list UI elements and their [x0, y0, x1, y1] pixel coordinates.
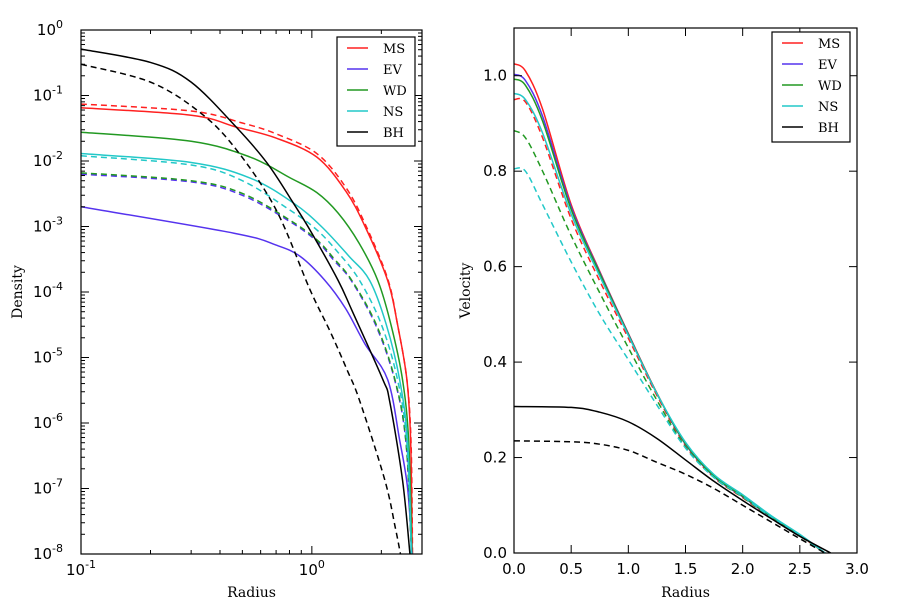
series-line-bh	[81, 48, 411, 554]
legend-label-wd: WD	[818, 79, 842, 94]
y-tick-label: 0.2	[483, 449, 507, 467]
ticks	[80, 29, 423, 555]
legend: MS EV WD NS BH	[336, 36, 416, 147]
velocity-panel: 0.0 0.5 1.0 1.5 2.0 2.5 3.0 0.0 0.2 0.4 0.6 0.8 1.0 R…	[458, 27, 869, 601]
x-tick-label: 0.0	[502, 560, 526, 578]
tick-base: 10	[37, 21, 56, 39]
series-line-dashed-6	[514, 167, 826, 553]
legend-label-ns: NS	[818, 100, 838, 115]
x-tick-label: 1.0	[616, 560, 640, 578]
tick-base: 10	[33, 349, 52, 367]
y-tick-label: 0.4	[483, 353, 507, 371]
x-tick-label: 10-1	[66, 558, 96, 579]
tick-base: 10	[33, 218, 52, 236]
x-axis-label: Radius	[227, 585, 276, 601]
series-line-dashed-9	[81, 63, 402, 554]
tick-base: 10	[33, 480, 52, 498]
series-group	[514, 63, 832, 553]
series-line-dashed-1	[81, 103, 414, 554]
legend-label-wd: WD	[383, 84, 407, 99]
series-line-ns	[514, 92, 826, 553]
y-tick-label: 10-7	[33, 477, 63, 498]
legend-box	[336, 36, 416, 147]
x-tick-label: 100	[299, 558, 325, 579]
y-tick-label: 0.0	[483, 544, 507, 562]
series-line-wd	[81, 131, 413, 554]
legend-label-ns: NS	[383, 105, 403, 120]
tick-base: 10	[33, 87, 52, 105]
tick-exponent: -1	[85, 558, 96, 571]
tick-base: 10	[33, 545, 52, 563]
tick-base: 10	[33, 414, 52, 432]
x-tick-label: 1.5	[674, 560, 698, 578]
x-tick-label: 2.5	[788, 560, 812, 578]
y-axis-label: Density	[10, 265, 26, 319]
tick-exponent: -6	[52, 411, 63, 424]
x-tick-label: 3.0	[845, 560, 869, 578]
legend-label-ms: MS	[383, 42, 405, 57]
legend-label-ms: MS	[818, 37, 840, 52]
tick-base: 10	[66, 561, 85, 579]
y-tick-label: 10-3	[33, 215, 63, 236]
series-line-ns	[81, 152, 413, 554]
series-line-dashed-7	[81, 155, 413, 554]
y-tick-label: 10-5	[33, 346, 63, 367]
x-tick-label: 0.5	[559, 560, 583, 578]
tick-exponent: -5	[52, 346, 63, 359]
tick-base: 10	[33, 152, 52, 170]
legend-label-ev: EV	[383, 63, 402, 78]
y-tick-label: 10-6	[33, 411, 63, 432]
tick-exponent: -4	[52, 280, 63, 293]
series-line-ev	[81, 206, 413, 554]
y-axis-label: Velocity	[458, 262, 474, 319]
y-tick-label: 10-1	[33, 84, 63, 105]
x-tick-label: 2.0	[731, 560, 755, 578]
series-line-dashed-8	[514, 440, 826, 553]
legend-label-ev: EV	[818, 58, 837, 73]
legend-label-bh: BH	[383, 126, 404, 141]
y-tick-label: 0.6	[483, 258, 507, 276]
y-tick-label: 10-4	[33, 280, 63, 301]
series-group	[81, 48, 414, 554]
density-panel: 10-1 10010010-110-210-310-410-510-610-710…	[10, 18, 423, 601]
ticks	[513, 28, 858, 554]
y-tick-label: 10-8	[33, 542, 63, 563]
y-tick-label: 10-2	[33, 149, 63, 170]
tick-exponent: 0	[318, 558, 325, 571]
tick-base: 10	[33, 283, 52, 301]
tick-exponent: -1	[52, 84, 63, 97]
y-tick-label: 1.0	[483, 67, 507, 85]
y-tick-label: 100	[37, 18, 63, 39]
x-axis-label: Radius	[661, 585, 710, 601]
legend: MS EV WD NS BH	[771, 31, 851, 143]
tick-base: 10	[299, 561, 318, 579]
tick-exponent: -3	[52, 215, 63, 228]
tick-exponent: -7	[52, 477, 63, 490]
y-tick-label: 0.8	[483, 162, 507, 180]
tick-exponent: 0	[56, 18, 63, 31]
legend-box	[771, 31, 851, 143]
tick-exponent: -8	[52, 542, 63, 555]
series-line-bh	[514, 405, 832, 553]
tick-exponent: -2	[52, 149, 63, 162]
legend-label-bh: BH	[818, 121, 839, 136]
